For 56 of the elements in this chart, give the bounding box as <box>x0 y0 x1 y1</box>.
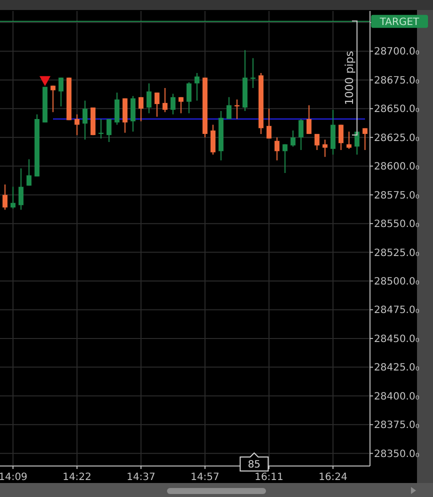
y-tick-label: 28450.0₀ <box>374 334 420 345</box>
y-tick-label: 28700.0₀ <box>374 46 420 58</box>
y-tick-label: 28550.0₀ <box>374 219 420 230</box>
candlestick <box>266 108 272 140</box>
candlestick <box>178 96 184 114</box>
y-tick-label: 28375.0₀ <box>374 420 420 432</box>
candlestick <box>290 130 296 148</box>
candlestick <box>250 58 256 88</box>
candlestick <box>130 96 136 132</box>
annotation: 85 <box>248 460 261 470</box>
candlestick <box>154 92 160 118</box>
candlestick <box>274 136 280 161</box>
y-tick-label: 28625.0₀ <box>374 132 420 144</box>
candlestick <box>26 158 32 186</box>
candlestick <box>18 168 24 210</box>
candlestick <box>306 104 312 134</box>
candlestick <box>138 96 144 122</box>
candlestick <box>82 100 88 140</box>
candlestick <box>50 85 56 113</box>
candlestick <box>106 118 112 142</box>
x-tick-label: 14:57 <box>190 472 220 483</box>
x-tick-label: 14:22 <box>62 472 92 483</box>
x-tick-label: 14:37 <box>126 472 156 483</box>
candlestick <box>194 72 200 102</box>
candlestick <box>2 184 8 210</box>
annotation: 1000 pips <box>343 50 356 106</box>
ref-line-label: TARGET <box>378 16 420 28</box>
y-tick-label: 28500.0₀ <box>374 276 420 288</box>
candlestick <box>58 77 64 107</box>
candlestick <box>74 114 80 136</box>
candlestick <box>162 87 168 113</box>
y-tick-label: 28575.0₀ <box>374 190 420 202</box>
candlestick <box>362 128 368 151</box>
x-tick-label: 14:09 <box>0 472 28 483</box>
candlestick <box>282 144 288 174</box>
x-tick-label: 16:11 <box>254 472 284 483</box>
y-tick-label: 28425.0₀ <box>374 362 420 374</box>
candlestick <box>10 186 16 210</box>
candlestick <box>186 82 192 114</box>
y-tick-label: 28600.0₀ <box>374 162 420 173</box>
candlestick <box>234 98 240 120</box>
candlestick <box>114 92 120 126</box>
candlestick <box>146 82 152 114</box>
candlestick <box>170 93 176 115</box>
y-tick-label: 28675.0₀ <box>374 75 420 86</box>
candlestick <box>314 133 320 151</box>
y-tick-label: 28475.0₀ <box>374 305 420 316</box>
y-tick-label: 28525.0₀ <box>374 248 420 259</box>
candlestick <box>338 124 344 151</box>
candlestick <box>210 124 216 156</box>
candlestick <box>226 96 232 120</box>
x-tick-label: 16:24 <box>318 472 348 483</box>
y-tick-label: 28650.0₀ <box>374 104 420 116</box>
candlestick <box>298 118 304 151</box>
y-tick-label: 28400.0₀ <box>374 391 420 402</box>
y-tick-label: 28350.0₀ <box>374 448 420 460</box>
